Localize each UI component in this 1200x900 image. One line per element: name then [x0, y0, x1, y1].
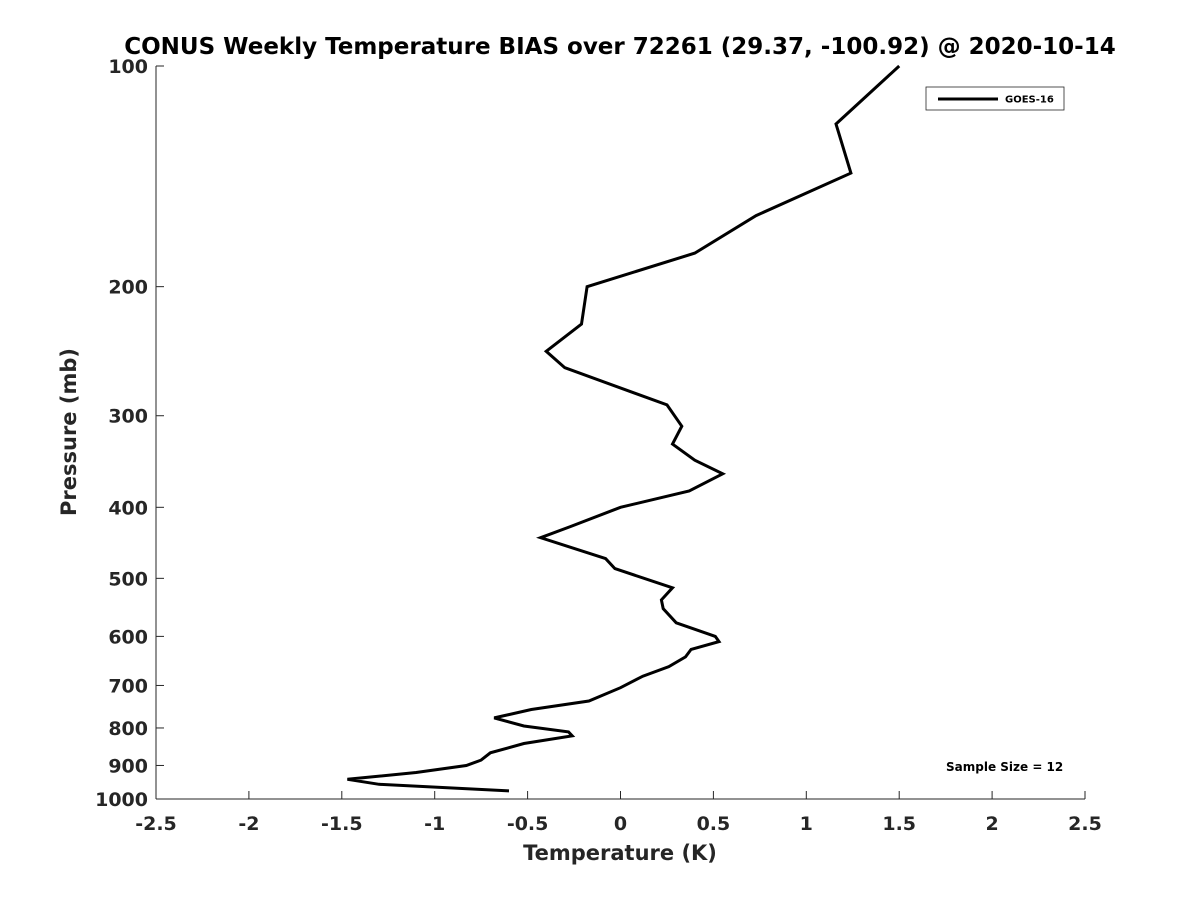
x-axis-label: Temperature (K) [523, 841, 717, 865]
y-axis-label: Pressure (mb) [57, 348, 81, 516]
x-tick-label: 0 [614, 813, 627, 835]
x-tick-label: 1.5 [882, 813, 916, 835]
y-tick-label: 1000 [95, 789, 148, 811]
x-tick-label: 2.5 [1068, 813, 1102, 835]
y-tick-label: 500 [108, 568, 148, 590]
legend-label-goes-16: GOES-16 [1005, 95, 1054, 106]
sample-size-annotation: Sample Size = 12 [946, 760, 1063, 774]
legend: GOES-16 [925, 86, 1065, 111]
x-axis: -2.5 -2 -1.5 -1 -0.5 0 0.5 1 1.5 2 2.5 [135, 791, 1102, 835]
x-tick-label: -0.5 [507, 813, 549, 835]
x-tick-label: 2 [985, 813, 998, 835]
y-axis: 100 200 300 400 500 600 700 800 900 1000 [95, 56, 164, 811]
y-tick-label: 800 [108, 718, 148, 740]
series-layer [347, 64, 901, 793]
x-tick-label: -2 [238, 813, 259, 835]
x-tick-label: 1 [800, 813, 813, 835]
y-tick-label: 400 [108, 497, 148, 519]
y-tick-label: 900 [108, 755, 148, 777]
x-tick-label: -1.5 [321, 813, 363, 835]
y-tick-label: 200 [108, 277, 148, 299]
x-tick-label: 0.5 [697, 813, 731, 835]
y-tick-label: 600 [108, 626, 148, 648]
x-tick-label: -1 [424, 813, 445, 835]
series-line-goes-16 [347, 64, 901, 793]
y-tick-label: 700 [108, 675, 148, 697]
chart-title: CONUS Weekly Temperature BIAS over 72261… [124, 34, 1115, 60]
y-tick-label: 300 [108, 406, 148, 428]
y-tick-label: 100 [108, 56, 148, 78]
x-tick-label: -2.5 [135, 813, 177, 835]
